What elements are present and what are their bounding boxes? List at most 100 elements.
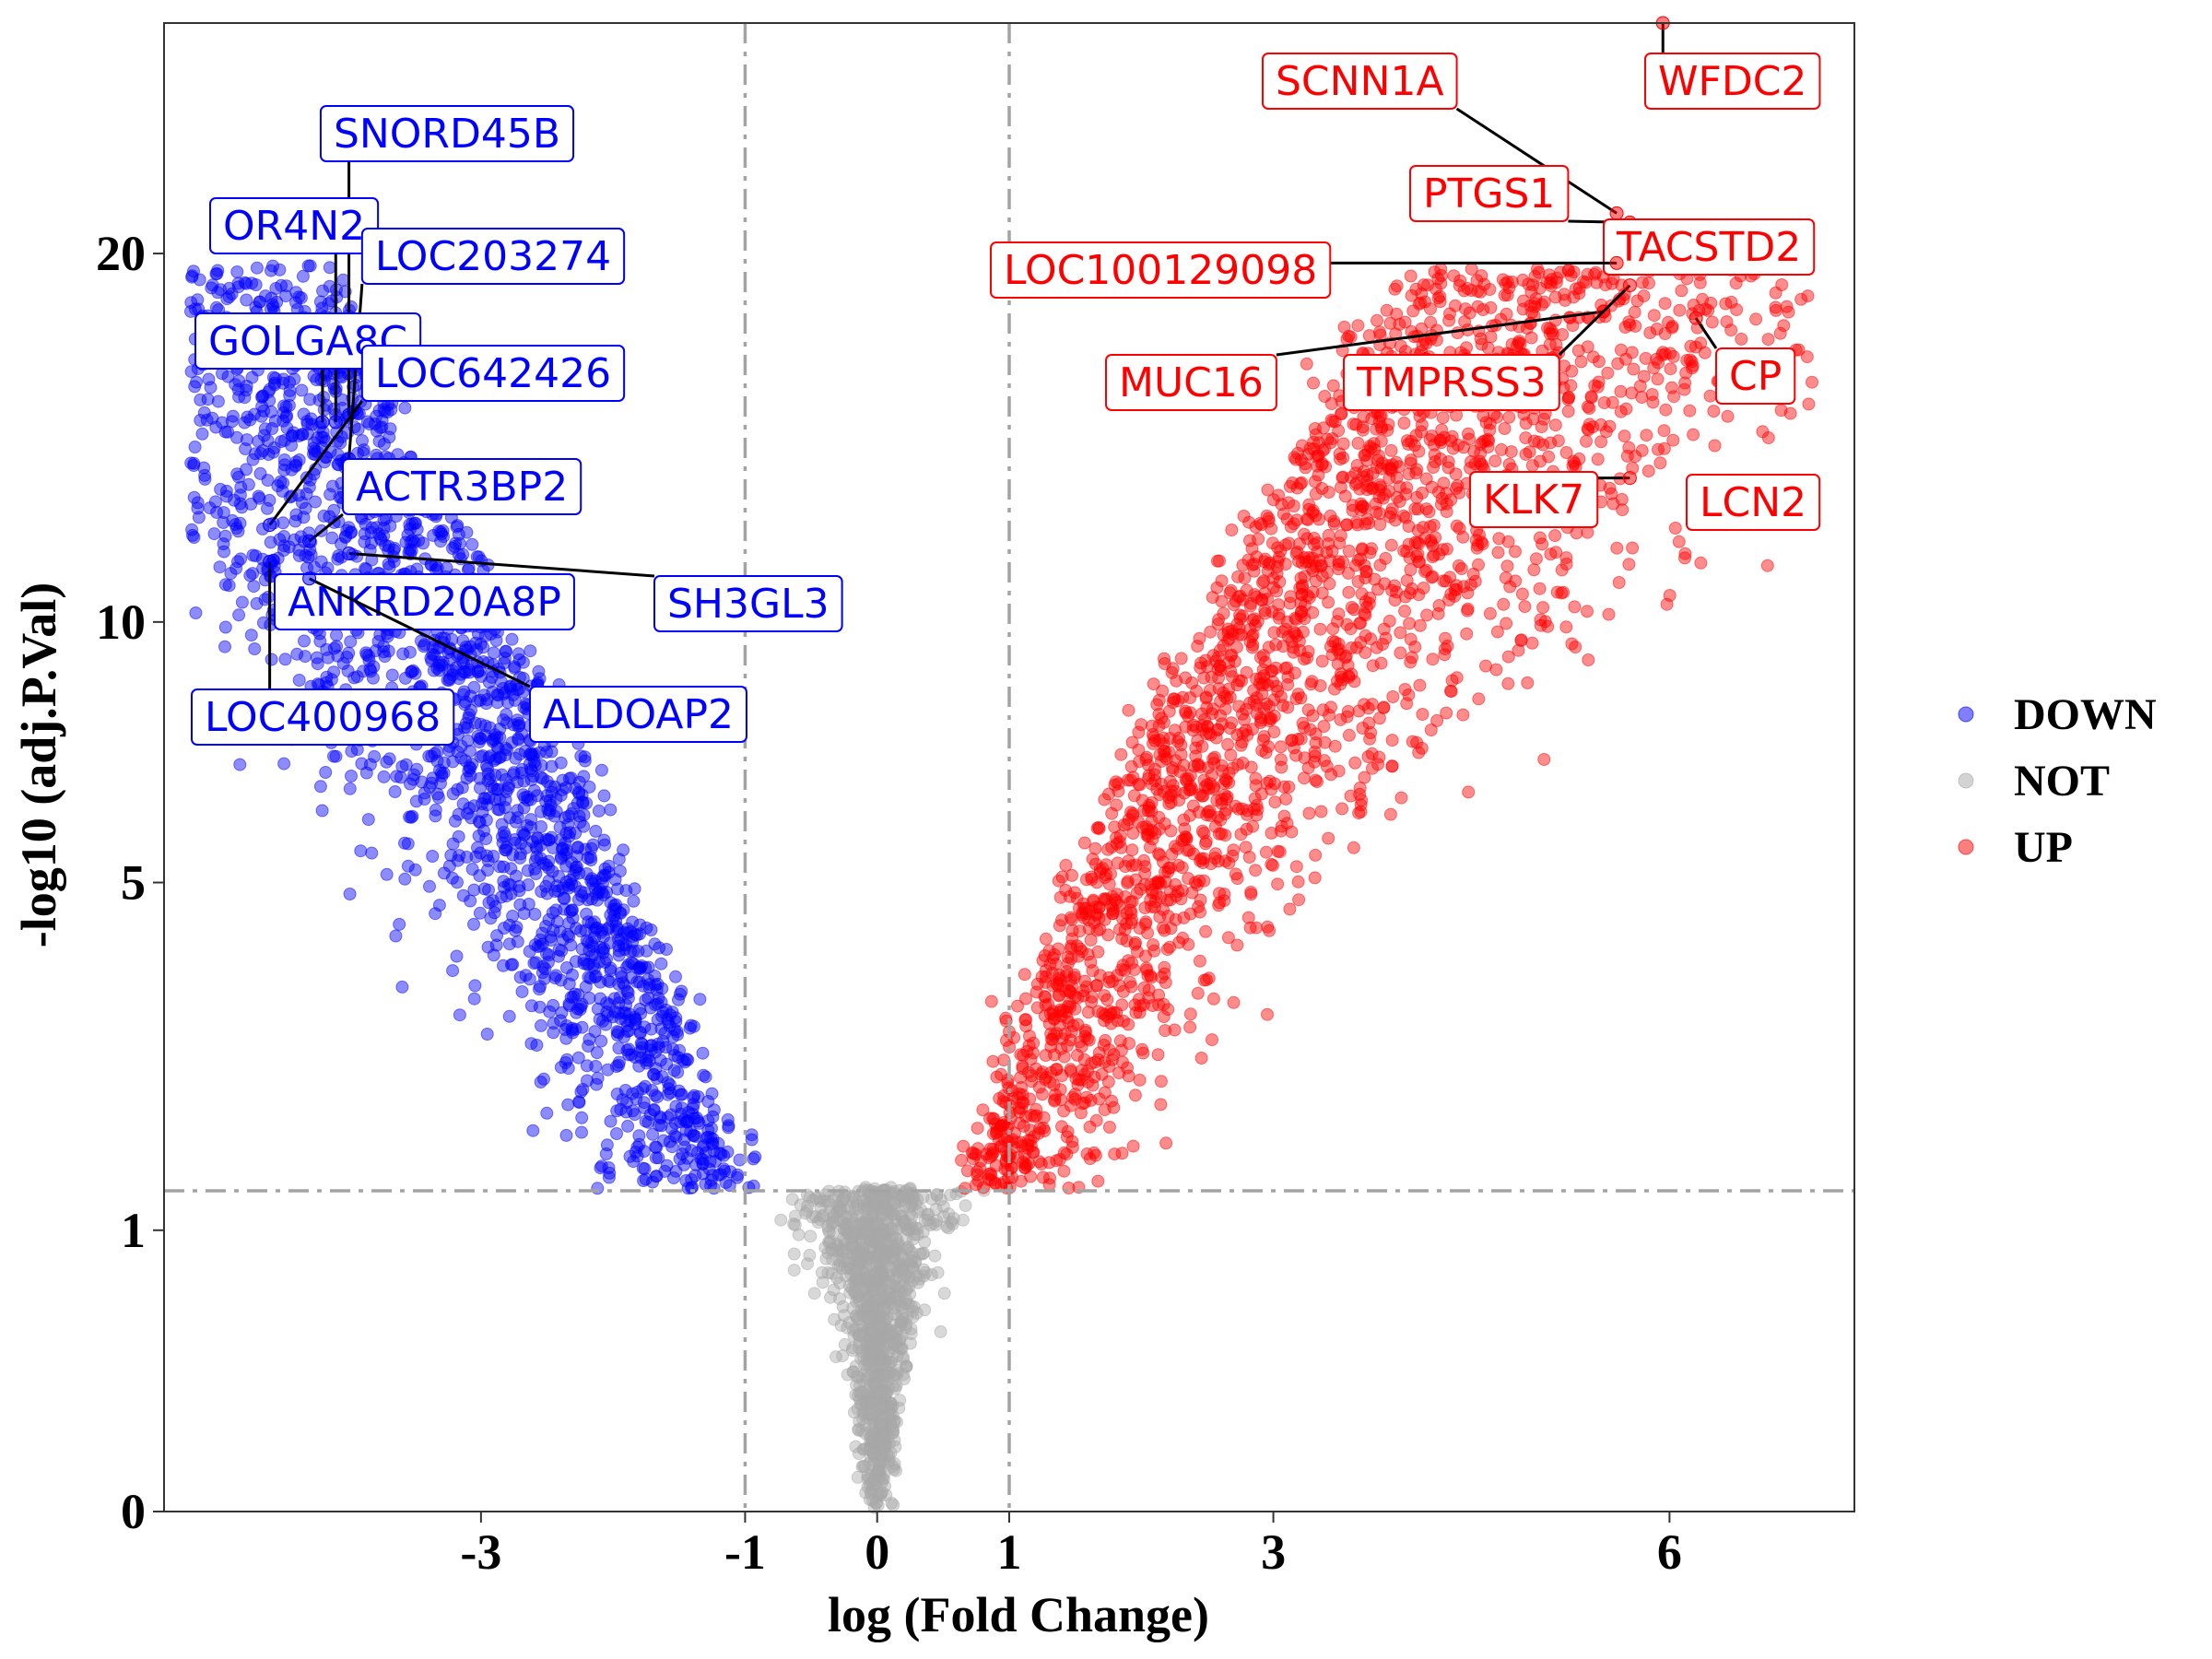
data-point [1618,429,1631,443]
data-point [530,850,544,864]
data-point [1379,631,1393,645]
data-point [1521,676,1535,689]
data-point [278,653,292,666]
data-point [865,1430,879,1443]
data-point [1049,1063,1063,1077]
data-point [325,531,339,545]
data-point [194,393,207,406]
data-point [452,830,465,843]
data-point [650,1141,664,1154]
data-point [268,414,282,428]
data-point [617,1006,630,1019]
data-point [406,809,419,823]
data-point [1372,750,1386,764]
data-point [792,1228,806,1241]
data-point [277,453,291,466]
data-point [611,1026,625,1040]
data-point [705,1122,718,1135]
data-point [637,1096,651,1110]
data-point [887,1336,900,1350]
data-point [398,836,411,850]
data-point [1320,546,1334,559]
data-point [1504,445,1518,459]
data-point [661,1111,675,1124]
data-point [399,758,413,771]
data-point [498,922,511,935]
data-point [1500,617,1513,630]
data-point [292,674,306,687]
data-point [1309,428,1323,441]
data-point [1313,679,1327,692]
data-point [519,969,533,982]
data-point [583,971,597,985]
data-point [489,633,503,647]
data-point [747,1152,760,1166]
data-point [564,938,578,952]
data-point [324,673,338,687]
data-point [1672,535,1686,548]
data-point [398,401,412,415]
data-point [936,1200,950,1213]
data-point [1128,1088,1142,1102]
data-point [1574,355,1588,369]
data-point [1498,422,1512,435]
data-point [611,882,624,896]
data-point [365,846,379,860]
data-point [394,771,407,784]
data-point [1354,805,1368,818]
data-point [827,1192,841,1206]
data-point [1193,631,1206,645]
data-point [571,1002,584,1016]
data-point [853,1329,866,1343]
data-point [276,516,290,530]
data-point [380,867,394,881]
data-point [1582,653,1595,666]
data-point [1283,596,1297,610]
data-point [263,493,276,507]
data-point [652,1151,665,1165]
data-point [298,634,311,648]
data-point [1373,518,1387,531]
data-point [430,787,444,801]
data-point [1183,1007,1197,1021]
data-point [846,1365,860,1379]
data-point [452,547,465,561]
data-point [222,579,236,593]
data-point [245,276,259,290]
data-point [722,1119,735,1133]
data-point [192,511,206,524]
data-point [591,1182,605,1195]
data-point [426,850,440,863]
data-point [633,1002,647,1016]
data-point [522,878,535,891]
data-point [928,1249,942,1263]
data-point [530,831,544,845]
data-point [594,763,608,777]
data-point [1705,315,1719,329]
data-point [1238,571,1252,585]
data-point [1760,559,1774,572]
data-point [218,425,232,439]
data-point [277,399,290,413]
data-point [604,803,618,817]
data-point [1221,931,1235,945]
data-point [354,844,368,858]
data-point [648,937,662,951]
data-point [665,1140,679,1154]
data-point [1019,1019,1033,1033]
data-point [288,372,301,386]
data-point [1347,841,1360,854]
data-point [327,367,341,381]
data-point [890,1265,904,1278]
data-point [1398,605,1412,618]
data-point [311,657,324,671]
data-point [1322,486,1335,499]
data-point [342,521,356,535]
data-point [705,1087,719,1100]
data-point [580,1059,594,1073]
data-point [546,906,559,920]
data-point [1015,1101,1029,1115]
data-point [699,1070,712,1084]
data-point [1773,326,1787,340]
data-point [1404,632,1418,646]
